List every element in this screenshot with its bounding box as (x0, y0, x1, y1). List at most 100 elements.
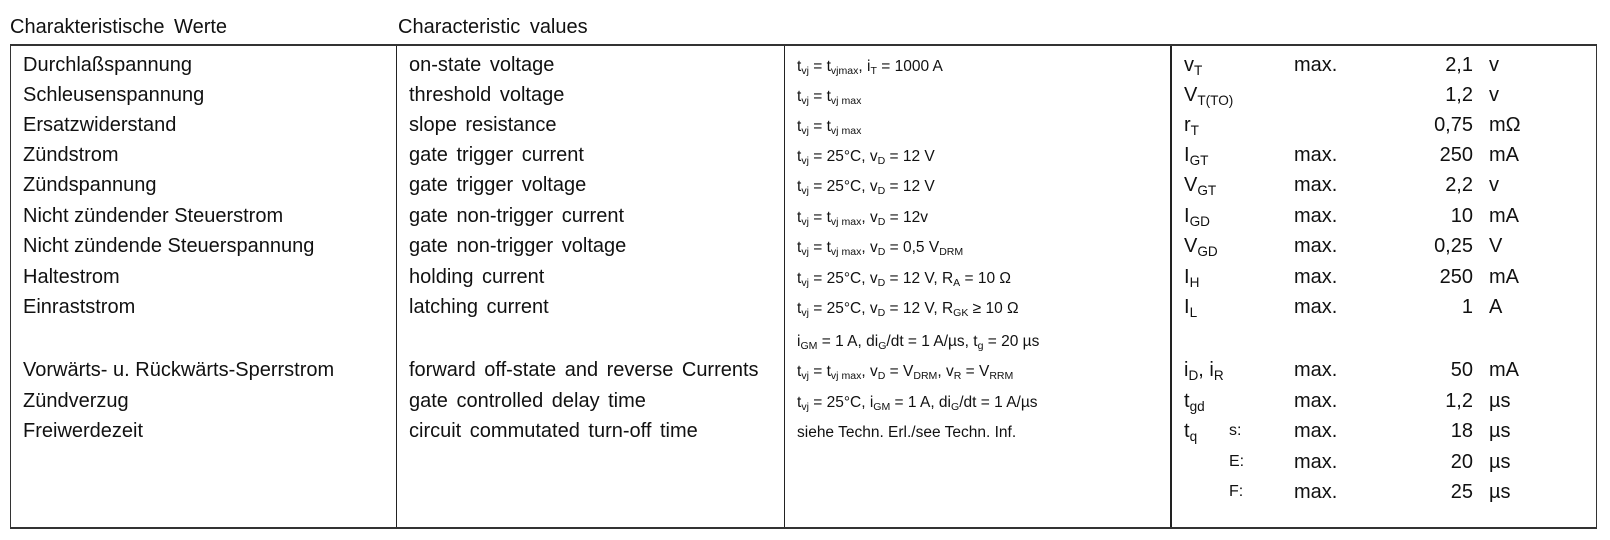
table-row: Zündspannung gate trigger voltage tvj = 25… (11, 174, 1596, 204)
column-divider (1170, 46, 1172, 527)
parameter-value: 20 (1450, 451, 1473, 473)
table-row: Einraststrom latching current tvj = 25°C, … (11, 296, 1596, 326)
limit-qualifier: max. (1294, 205, 1338, 227)
parameter-symbol: IGT (1184, 144, 1209, 169)
parameter-name-english: gate trigger voltage (409, 174, 587, 196)
test-conditions: tvj = 25°C, vD = 12 V (797, 178, 935, 198)
table-row: Durchlaßspannung on-state voltage tvj = tv… (11, 54, 1596, 84)
parameter-name-german: Schleusenspannung (23, 84, 205, 106)
parameter-value: 2,2 (1445, 174, 1473, 196)
parameter-name-english: gate non-trigger voltage (409, 235, 627, 257)
limit-qualifier: max. (1294, 144, 1338, 166)
limit-qualifier: max. (1294, 174, 1338, 196)
limit-qualifier: max. (1294, 235, 1338, 257)
variant-label: s: (1229, 422, 1242, 439)
limit-qualifier: max. (1294, 359, 1338, 381)
test-conditions: tvj = tvj max, vD = 0,5 VDRM (797, 239, 964, 259)
parameter-unit: µs (1489, 420, 1511, 442)
parameter-symbol: iD, iR (1184, 359, 1224, 384)
parameter-unit: µs (1489, 481, 1511, 503)
parameter-name-german: Durchlaßspannung (23, 54, 192, 76)
parameter-symbol: IL (1184, 296, 1198, 321)
parameter-symbol: VGD (1184, 235, 1218, 260)
limit-qualifier: max. (1294, 481, 1338, 503)
parameter-value: 25 (1450, 481, 1473, 503)
variant-label: F: (1229, 483, 1244, 500)
parameter-unit: mA (1489, 266, 1519, 288)
test-conditions: tvj = 25°C, vD = 12 V, RA = 10 Ω (797, 270, 1011, 290)
parameter-value: 50 (1450, 359, 1473, 381)
parameter-name-english: holding current (409, 266, 545, 288)
parameter-unit: v (1489, 174, 1499, 196)
table-row: iGM = 1 A, diG/dt = 1 A/µs, tg = 20 µs (11, 329, 1596, 359)
parameter-value: 0,25 (1434, 235, 1473, 257)
parameter-value: 10 (1450, 205, 1473, 227)
characteristic-values-table: Durchlaßspannung on-state voltage tvj = tv… (10, 44, 1597, 529)
parameter-value: 1,2 (1445, 390, 1473, 412)
test-conditions: tvj = 25°C, vD = 12 V (797, 148, 935, 168)
table-row: F: max. 25 µs (11, 481, 1596, 511)
parameter-unit: mA (1489, 144, 1519, 166)
limit-qualifier: max. (1294, 390, 1338, 412)
table-row: Freiwerdezeit circuit commutated turn-off… (11, 420, 1596, 450)
parameter-unit: v (1489, 84, 1499, 106)
parameter-symbol: VGT (1184, 174, 1217, 199)
parameter-unit: mΩ (1489, 114, 1521, 136)
table-row: Nicht zündende Steuerspannung gate non-tr… (11, 235, 1596, 265)
parameter-unit: v (1489, 54, 1499, 76)
parameter-name-german: Freiwerdezeit (23, 420, 144, 442)
limit-qualifier: max. (1294, 296, 1338, 318)
parameter-unit: mA (1489, 205, 1519, 227)
parameter-symbol: IGD (1184, 205, 1210, 230)
parameter-name-german: Haltestrom (23, 266, 120, 288)
parameter-unit: µs (1489, 451, 1511, 473)
test-conditions: tvj = tvj max, vD = 12v (797, 209, 928, 229)
header-title-english: Characteristic values (398, 16, 588, 38)
parameter-name-german: Einraststrom (23, 296, 136, 318)
parameter-value: 1,2 (1445, 84, 1473, 106)
table-row: Ersatzwiderstand slope resistance tvj = tv… (11, 114, 1596, 144)
parameter-symbol: tgd (1184, 390, 1205, 415)
parameter-symbol: vT (1184, 54, 1203, 79)
parameter-name-english: gate controlled delay time (409, 390, 646, 412)
parameter-unit: µs (1489, 390, 1511, 412)
parameter-name-english: latching current (409, 296, 549, 318)
column-divider (396, 46, 397, 527)
header-title-german: Charakteristische Werte (10, 16, 228, 38)
parameter-value: 250 (1439, 144, 1473, 166)
parameter-unit: A (1489, 296, 1503, 318)
test-conditions: tvj = 25°C, iGM = 1 A, diG/dt = 1 A/µs (797, 394, 1038, 414)
parameter-symbol: tq (1184, 420, 1198, 445)
test-conditions: tvj = 25°C, vD = 12 V, RGK ≥ 10 Ω (797, 300, 1019, 320)
parameter-name-english: forward off-state and reverse Currents (409, 359, 759, 381)
parameter-name-german: Ersatzwiderstand (23, 114, 177, 136)
limit-qualifier: max. (1294, 266, 1338, 288)
parameter-name-german: Nicht zündender Steuerstrom (23, 205, 284, 227)
parameter-name-english: on-state voltage (409, 54, 555, 76)
limit-qualifier: max. (1294, 451, 1338, 473)
parameter-name-english: gate trigger current (409, 144, 584, 166)
parameter-name-english: threshold voltage (409, 84, 565, 106)
parameter-name-english: gate non-trigger current (409, 205, 625, 227)
table-row: Schleusenspannung threshold voltage tvj = … (11, 84, 1596, 114)
parameter-value: 250 (1439, 266, 1473, 288)
test-conditions: tvj = tvj max (797, 88, 862, 108)
parameter-symbol: rT (1184, 114, 1199, 139)
parameter-name-german: Zündverzug (23, 390, 129, 412)
variant-label: E: (1229, 453, 1245, 470)
test-conditions: siehe Techn. Erl./see Techn. Inf. (797, 424, 1017, 441)
limit-qualifier: max. (1294, 54, 1338, 76)
parameter-value: 18 (1450, 420, 1473, 442)
parameter-symbol: VT(TO) (1184, 84, 1234, 109)
test-conditions: iGM = 1 A, diG/dt = 1 A/µs, tg = 20 µs (797, 333, 1040, 353)
table-row: Haltestrom holding current tvj = 25°C, vD … (11, 266, 1596, 296)
limit-qualifier: max. (1294, 420, 1338, 442)
parameter-symbol: IH (1184, 266, 1200, 291)
parameter-name-english: slope resistance (409, 114, 557, 136)
parameter-name-german: Zündstrom (23, 144, 119, 166)
test-conditions: tvj = tvj max, vD = VDRM, vR = VRRM (797, 363, 1014, 383)
table-row: Zündstrom gate trigger current tvj = 25°C,… (11, 144, 1596, 174)
parameter-name-german: Zündspannung (23, 174, 157, 196)
parameter-name-english: circuit commutated turn-off time (409, 420, 698, 442)
parameter-value: 2,1 (1445, 54, 1473, 76)
